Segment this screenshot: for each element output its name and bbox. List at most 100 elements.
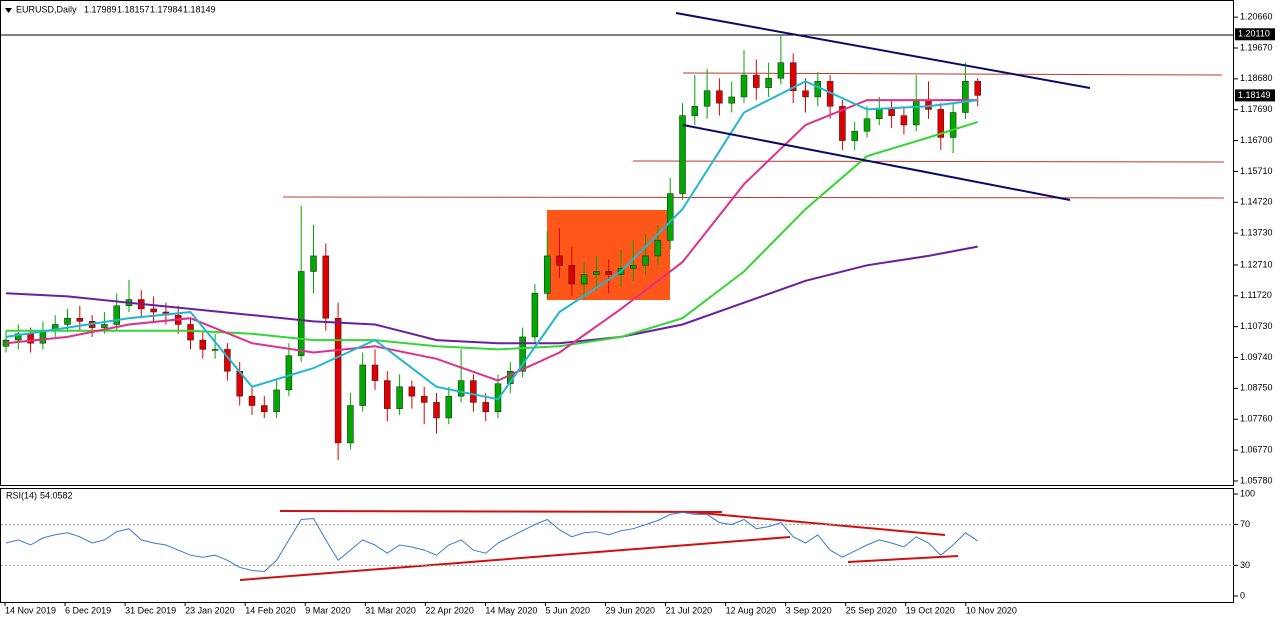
candle-body [900, 115, 908, 126]
candle-body [101, 324, 108, 328]
candle-body [420, 395, 428, 403]
rsi-line [5, 511, 978, 573]
candle-body [211, 349, 219, 351]
candle-body [248, 395, 256, 406]
candle-body [15, 333, 22, 341]
symbol-label: EURUSD,Daily [16, 4, 77, 14]
x-tick-label: 10 Nov 2020 [966, 605, 1017, 615]
candle-body [716, 90, 723, 104]
header: EURUSD,Daily 1.17989 1.18157 1.17984 1.1… [6, 4, 216, 500]
y-tick-label: 1.13730 [1240, 228, 1273, 238]
candle-body [261, 405, 268, 413]
y-tick-label: 1.06770 [1240, 444, 1273, 454]
menu-icon[interactable] [5, 8, 12, 13]
candle-body [691, 106, 699, 116]
y-tick-label: 1.16700 [1240, 135, 1273, 145]
candle-body [593, 271, 600, 275]
rsi-trend-line [847, 555, 959, 563]
candle-body [789, 62, 797, 91]
y-tick-label: 1.08750 [1240, 383, 1273, 393]
candle-body [556, 255, 563, 266]
candle-body [839, 106, 846, 141]
candle-body [876, 109, 883, 120]
candle-body [937, 109, 945, 138]
y-tick-label: 1.09740 [1240, 352, 1273, 362]
candle-body [285, 355, 293, 391]
rsi-tick-label: 30 [1240, 560, 1250, 570]
rsi-value: 54.0582 [40, 490, 73, 500]
candle-body [199, 339, 207, 350]
x-tick-label: 19 Oct 2020 [906, 605, 955, 615]
y-tick-label: 1.18680 [1240, 73, 1273, 83]
candle-body [630, 265, 637, 269]
candle-body [273, 389, 280, 413]
rsi-tick-label: 70 [1240, 519, 1250, 529]
candle-body [322, 255, 330, 319]
candle-body [482, 402, 489, 413]
candle-body [297, 271, 305, 356]
candle-body [851, 130, 858, 141]
moving-average [5, 80, 978, 401]
candle-body [679, 115, 686, 194]
candle-body [949, 112, 957, 138]
support-line [282, 196, 1225, 199]
x-tick-label: 14 Feb 2020 [245, 605, 296, 615]
y-tick-label: 1.11720 [1240, 290, 1272, 300]
candle-body [310, 255, 317, 272]
candle-body [703, 90, 711, 107]
candle-body [470, 380, 477, 403]
candle-body [777, 62, 785, 79]
candle-body [334, 317, 342, 444]
candle-body [728, 96, 735, 104]
candle-body [408, 386, 416, 397]
rsi-tick-label: 100 [1240, 488, 1255, 498]
candle-body [150, 308, 157, 313]
rsi-trend-line [239, 536, 791, 581]
candle-body [396, 386, 403, 409]
candle-body [457, 380, 465, 397]
candle-body [654, 240, 662, 257]
rsi-pane-frame [0, 488, 1234, 603]
moving-averages [5, 80, 979, 401]
candle-body [605, 271, 612, 275]
candle-body [962, 81, 969, 113]
y-tick-label: 1.07760 [1240, 414, 1273, 424]
candle-body [666, 193, 674, 241]
x-tick-label: 22 Apr 2020 [425, 605, 474, 615]
x-tick-label: 9 Mar 2020 [305, 605, 351, 615]
x-tick-label: 31 Dec 2019 [125, 605, 176, 615]
moving-average [5, 245, 978, 345]
bar-close: 1.18149 [183, 4, 216, 14]
moving-average [6, 120, 979, 351]
candle-body [753, 74, 760, 88]
x-tick-label: 14 May 2020 [485, 605, 537, 615]
rsi-trend-line [279, 510, 723, 513]
candle-body [765, 77, 772, 88]
candle-body [519, 336, 526, 372]
rsi-label: RSI(14) [6, 490, 37, 500]
support-line [632, 160, 1225, 163]
candle-body [888, 109, 895, 116]
candle-body [642, 255, 649, 266]
x-tick-label: 23 Jan 2020 [185, 605, 235, 615]
candle-body [64, 317, 71, 325]
x-tick-label: 12 Aug 2020 [726, 605, 777, 615]
candle-body [359, 364, 366, 406]
price-marker-label: 1.18149 [1238, 90, 1271, 100]
y-tick-label: 1.10730 [1240, 321, 1273, 331]
bar-high: 1.18157 [117, 4, 150, 14]
price-pane-frame [0, 0, 1234, 486]
candle-body [740, 74, 748, 98]
candle-body [802, 90, 809, 98]
moving-average [5, 99, 978, 382]
candle-body [76, 317, 84, 322]
candle-body [113, 305, 120, 325]
candle-body [863, 118, 871, 132]
candle-body [568, 265, 576, 285]
y-tick-label: 1.19670 [1240, 42, 1273, 52]
x-tick-label: 5 Jun 2020 [545, 605, 590, 615]
bar-open: 1.17989 [84, 4, 117, 14]
rsi-tick-label: 0 [1240, 590, 1245, 600]
